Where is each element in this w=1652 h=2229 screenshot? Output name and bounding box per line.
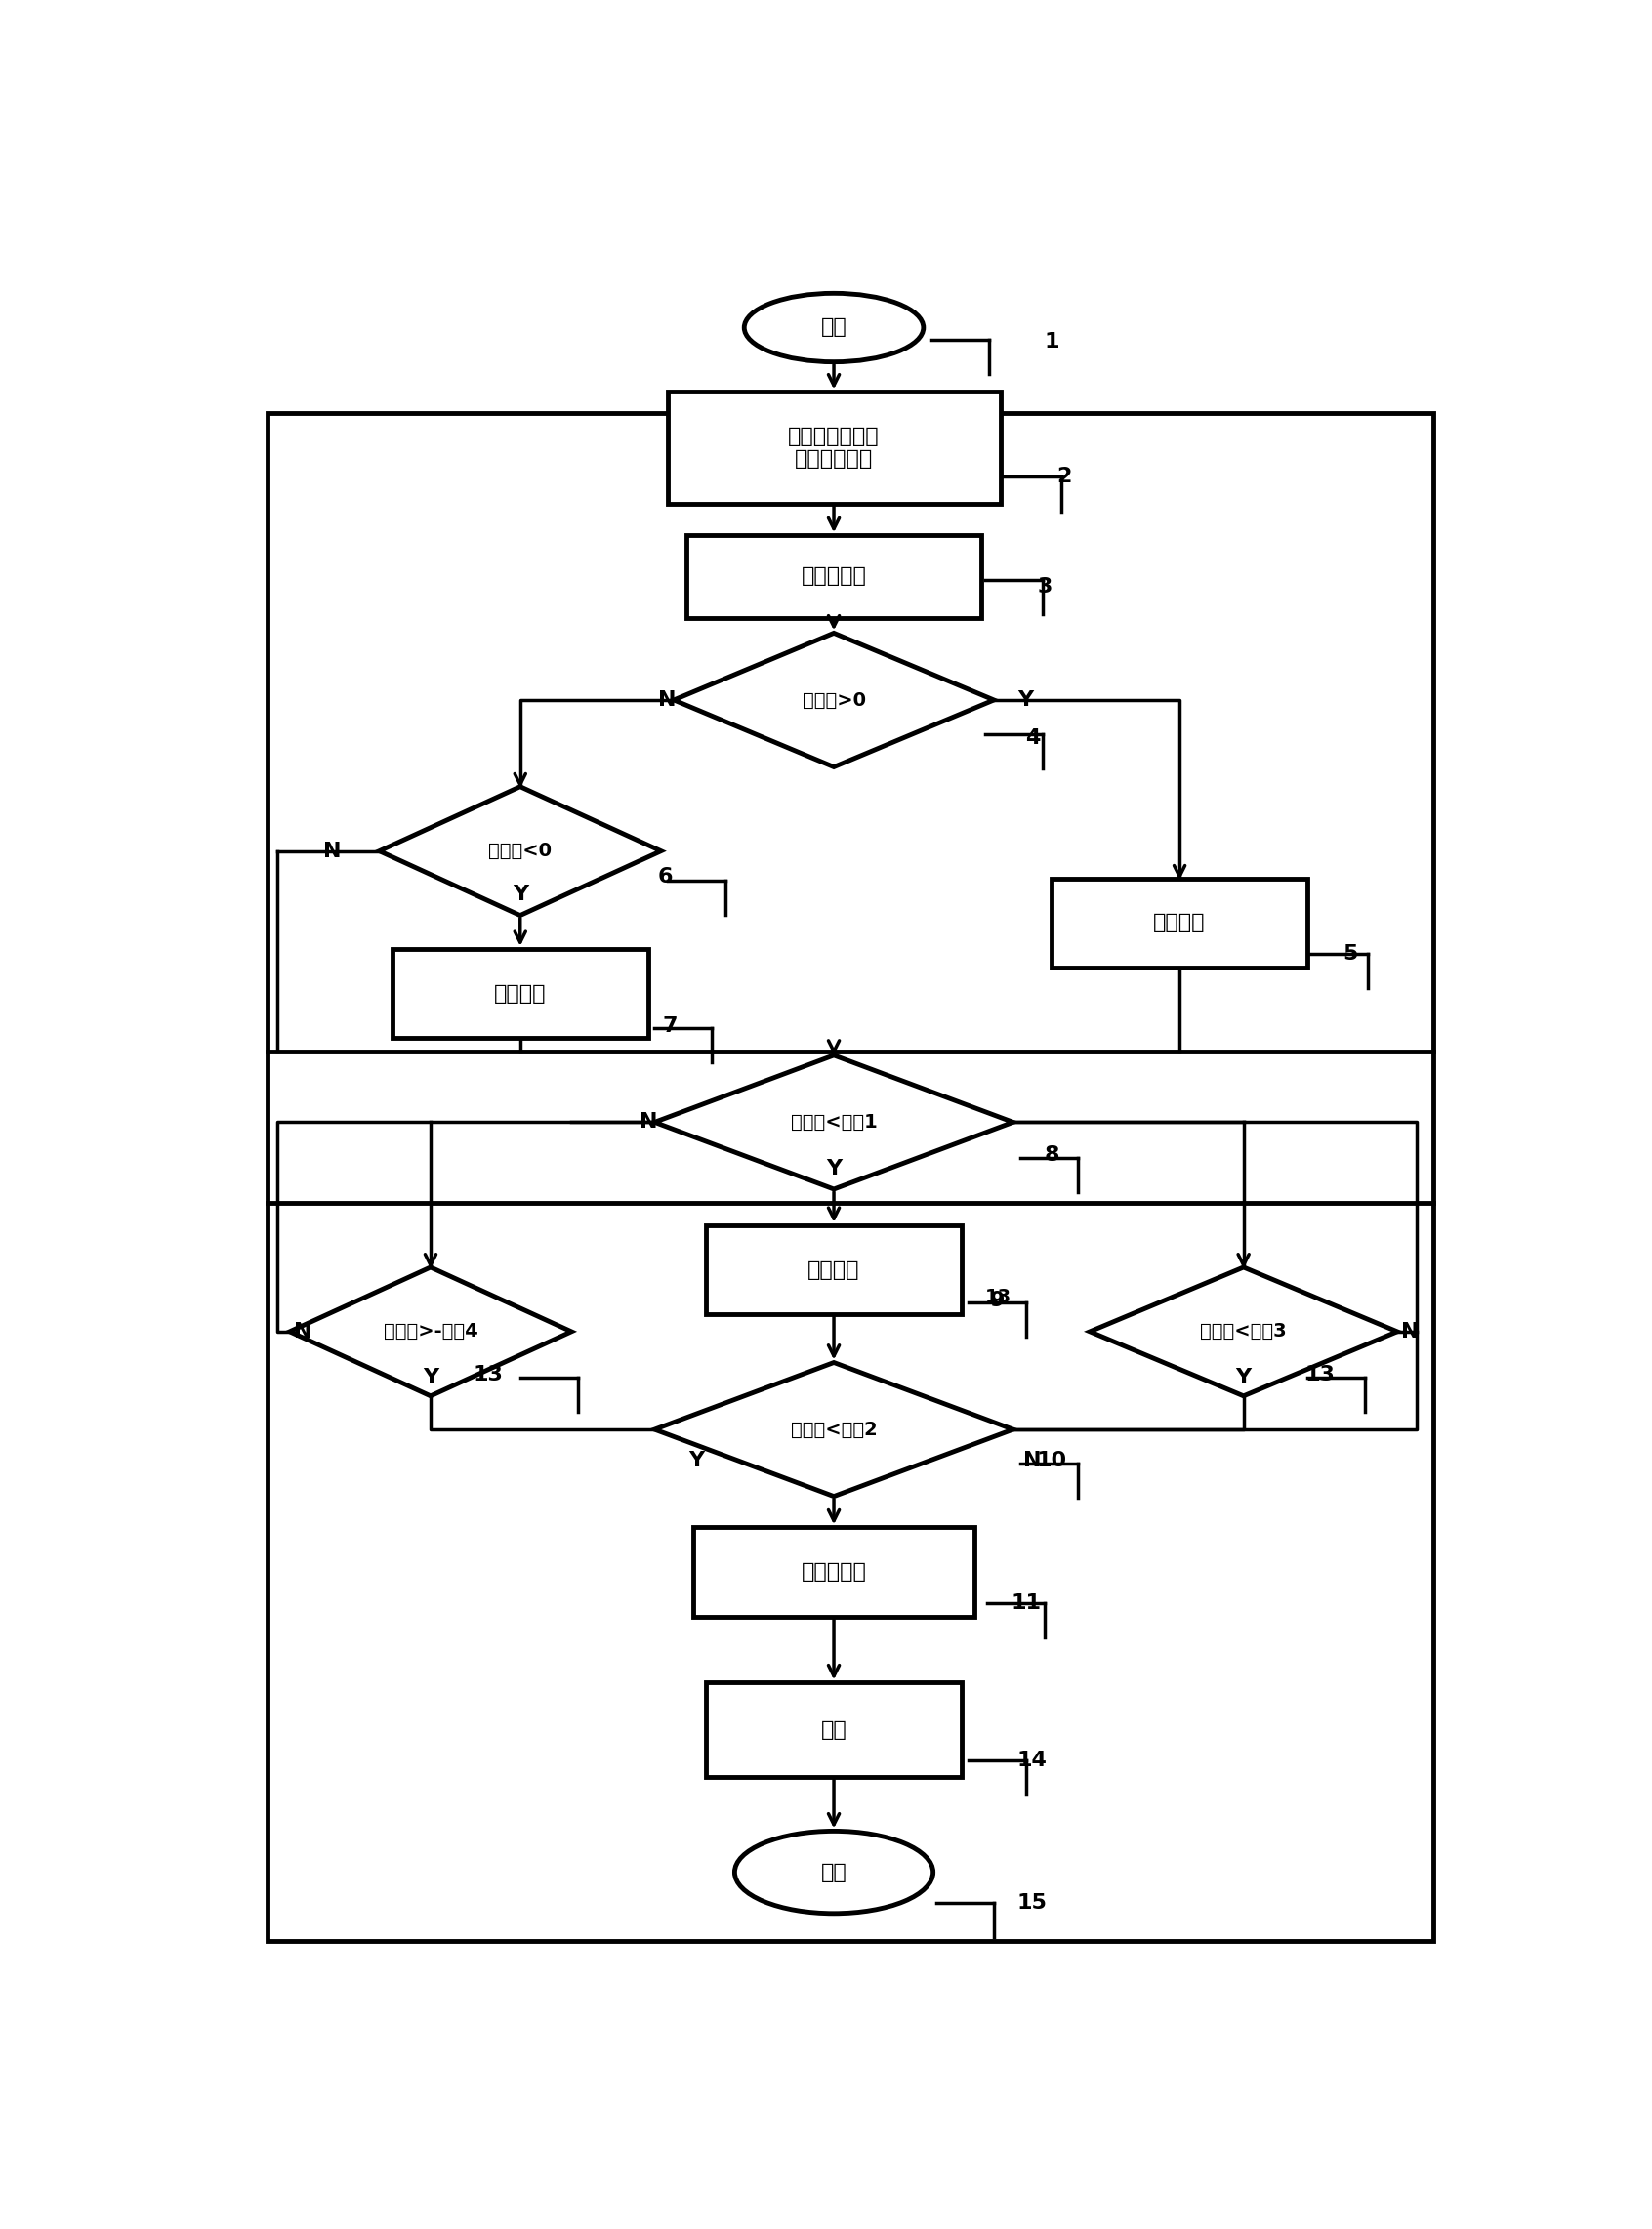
Text: 结束: 结束 bbox=[821, 1863, 847, 1881]
Polygon shape bbox=[654, 1362, 1013, 1496]
Text: 4: 4 bbox=[1024, 729, 1039, 747]
FancyBboxPatch shape bbox=[694, 1527, 975, 1616]
Text: 停车: 停车 bbox=[821, 1721, 847, 1739]
Text: 3: 3 bbox=[1037, 577, 1052, 597]
Text: Y: Y bbox=[826, 1159, 843, 1179]
Text: 偏差值>0: 偏差值>0 bbox=[803, 691, 866, 709]
Text: N: N bbox=[294, 1322, 312, 1342]
FancyBboxPatch shape bbox=[705, 1226, 961, 1315]
FancyBboxPatch shape bbox=[1052, 878, 1308, 967]
Text: N: N bbox=[1023, 1451, 1041, 1471]
Text: 13: 13 bbox=[985, 1288, 1011, 1306]
Text: Y: Y bbox=[423, 1369, 438, 1389]
Text: 2: 2 bbox=[1057, 468, 1072, 486]
Text: N: N bbox=[639, 1112, 657, 1132]
Text: 计算偏差值: 计算偏差值 bbox=[801, 566, 867, 586]
Text: 偏差值<阈值3: 偏差值<阈值3 bbox=[1201, 1322, 1287, 1342]
Text: Y: Y bbox=[1018, 691, 1034, 709]
Polygon shape bbox=[1090, 1268, 1398, 1395]
Text: 11: 11 bbox=[1011, 1594, 1041, 1612]
Text: 5: 5 bbox=[1343, 945, 1358, 963]
Polygon shape bbox=[289, 1268, 572, 1395]
Text: 13: 13 bbox=[472, 1364, 504, 1384]
Text: Y: Y bbox=[512, 885, 529, 903]
Text: 1: 1 bbox=[1044, 332, 1059, 350]
Polygon shape bbox=[380, 787, 661, 916]
Ellipse shape bbox=[735, 1830, 933, 1912]
Polygon shape bbox=[674, 633, 995, 767]
Text: 偏差值<阈值1: 偏差值<阈值1 bbox=[791, 1112, 877, 1132]
FancyBboxPatch shape bbox=[667, 392, 999, 504]
Text: 限制超低速: 限制超低速 bbox=[801, 1563, 867, 1583]
Text: 开始: 开始 bbox=[821, 319, 847, 337]
Text: Y: Y bbox=[689, 1451, 705, 1471]
Text: 氧枪上升: 氧枪上升 bbox=[1153, 914, 1206, 934]
Text: 偏差值>-阈值4: 偏差值>-阈值4 bbox=[383, 1322, 477, 1342]
Polygon shape bbox=[654, 1054, 1013, 1188]
Text: 氧枪下降: 氧枪下降 bbox=[494, 983, 547, 1003]
Text: 9: 9 bbox=[990, 1291, 1004, 1311]
Text: 限制低速: 限制低速 bbox=[808, 1259, 861, 1279]
Text: 14: 14 bbox=[1018, 1752, 1047, 1770]
Text: Y: Y bbox=[1236, 1369, 1252, 1389]
Text: 8: 8 bbox=[1044, 1146, 1059, 1164]
FancyBboxPatch shape bbox=[705, 1683, 961, 1777]
Text: 10: 10 bbox=[1036, 1451, 1067, 1471]
Text: 7: 7 bbox=[662, 1016, 677, 1036]
Text: 6: 6 bbox=[657, 867, 672, 887]
Text: 偏差值<阈值2: 偏差值<阈值2 bbox=[791, 1420, 877, 1438]
FancyBboxPatch shape bbox=[687, 535, 981, 617]
Ellipse shape bbox=[743, 294, 923, 361]
Text: N: N bbox=[1401, 1322, 1419, 1342]
Text: 偏差值<0: 偏差值<0 bbox=[489, 843, 552, 860]
FancyBboxPatch shape bbox=[392, 950, 648, 1039]
Text: 氧枪高度设定值
和实际值处理: 氧枪高度设定值 和实际值处理 bbox=[788, 426, 879, 468]
Text: N: N bbox=[659, 691, 676, 709]
Text: 15: 15 bbox=[1018, 1892, 1047, 1912]
Text: 13: 13 bbox=[1305, 1364, 1335, 1384]
Text: N: N bbox=[322, 840, 340, 860]
